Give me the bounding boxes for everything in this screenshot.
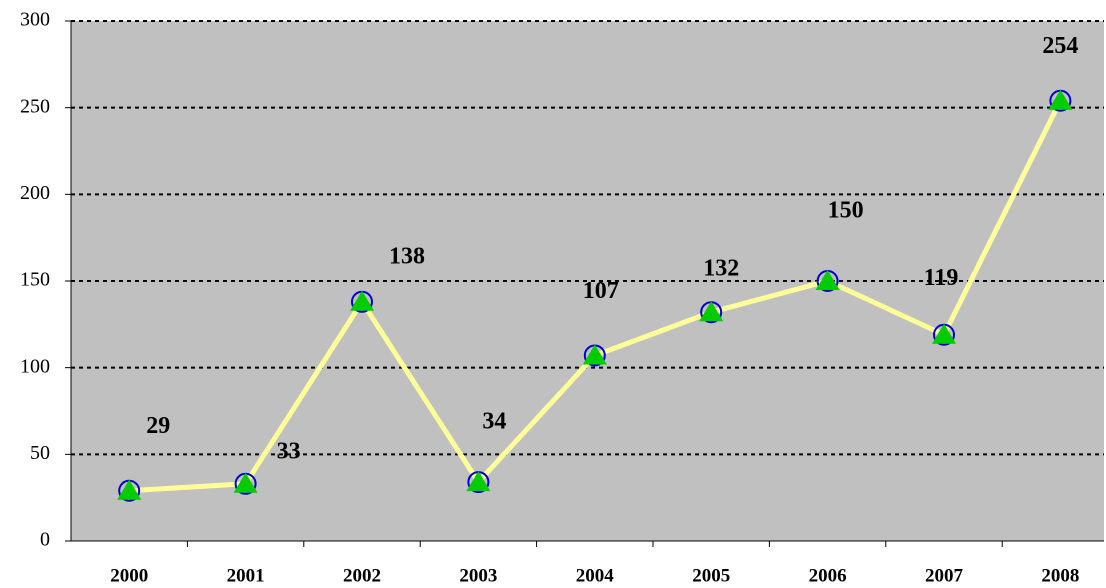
data-label: 150 xyxy=(828,198,864,224)
marker-triangle xyxy=(815,270,840,290)
x-tick-label: 2005 xyxy=(692,565,730,586)
x-tick-label: 2006 xyxy=(809,565,847,586)
y-tick-label: 250 xyxy=(20,95,50,117)
x-tick-label: 2003 xyxy=(459,565,497,586)
marker-triangle xyxy=(350,290,374,311)
marker-triangle xyxy=(582,344,607,365)
data-label: 29 xyxy=(146,413,170,439)
marker-triangle xyxy=(117,479,142,500)
data-label: 119 xyxy=(924,265,959,291)
data-label: 132 xyxy=(703,256,739,282)
y-tick-label: 0 xyxy=(40,529,50,551)
x-tick-label: 2007 xyxy=(925,565,964,586)
y-tick-label: 200 xyxy=(20,182,50,204)
data-label: 107 xyxy=(583,278,619,304)
marker-triangle xyxy=(233,472,258,493)
data-label: 254 xyxy=(1042,33,1078,59)
data-label: 33 xyxy=(277,438,301,464)
marker-triangle xyxy=(699,301,724,322)
x-tick-label: 2008 xyxy=(1041,565,1079,586)
data-label: 34 xyxy=(482,409,506,435)
x-tick-label: 2001 xyxy=(227,565,265,586)
x-tick-label: 2004 xyxy=(576,565,615,586)
y-tick-label: 300 xyxy=(20,9,50,31)
y-tick-label: 100 xyxy=(20,355,50,377)
x-tick-label: 2000 xyxy=(110,565,148,586)
data-label: 138 xyxy=(389,243,425,269)
marker-triangle xyxy=(466,471,491,492)
marker-triangle xyxy=(932,323,956,344)
plot-area xyxy=(71,21,1104,541)
marker-triangle xyxy=(1048,89,1073,110)
y-tick-label: 150 xyxy=(20,269,50,291)
y-tick-label: 50 xyxy=(30,442,50,464)
x-tick-label: 2002 xyxy=(343,565,381,586)
